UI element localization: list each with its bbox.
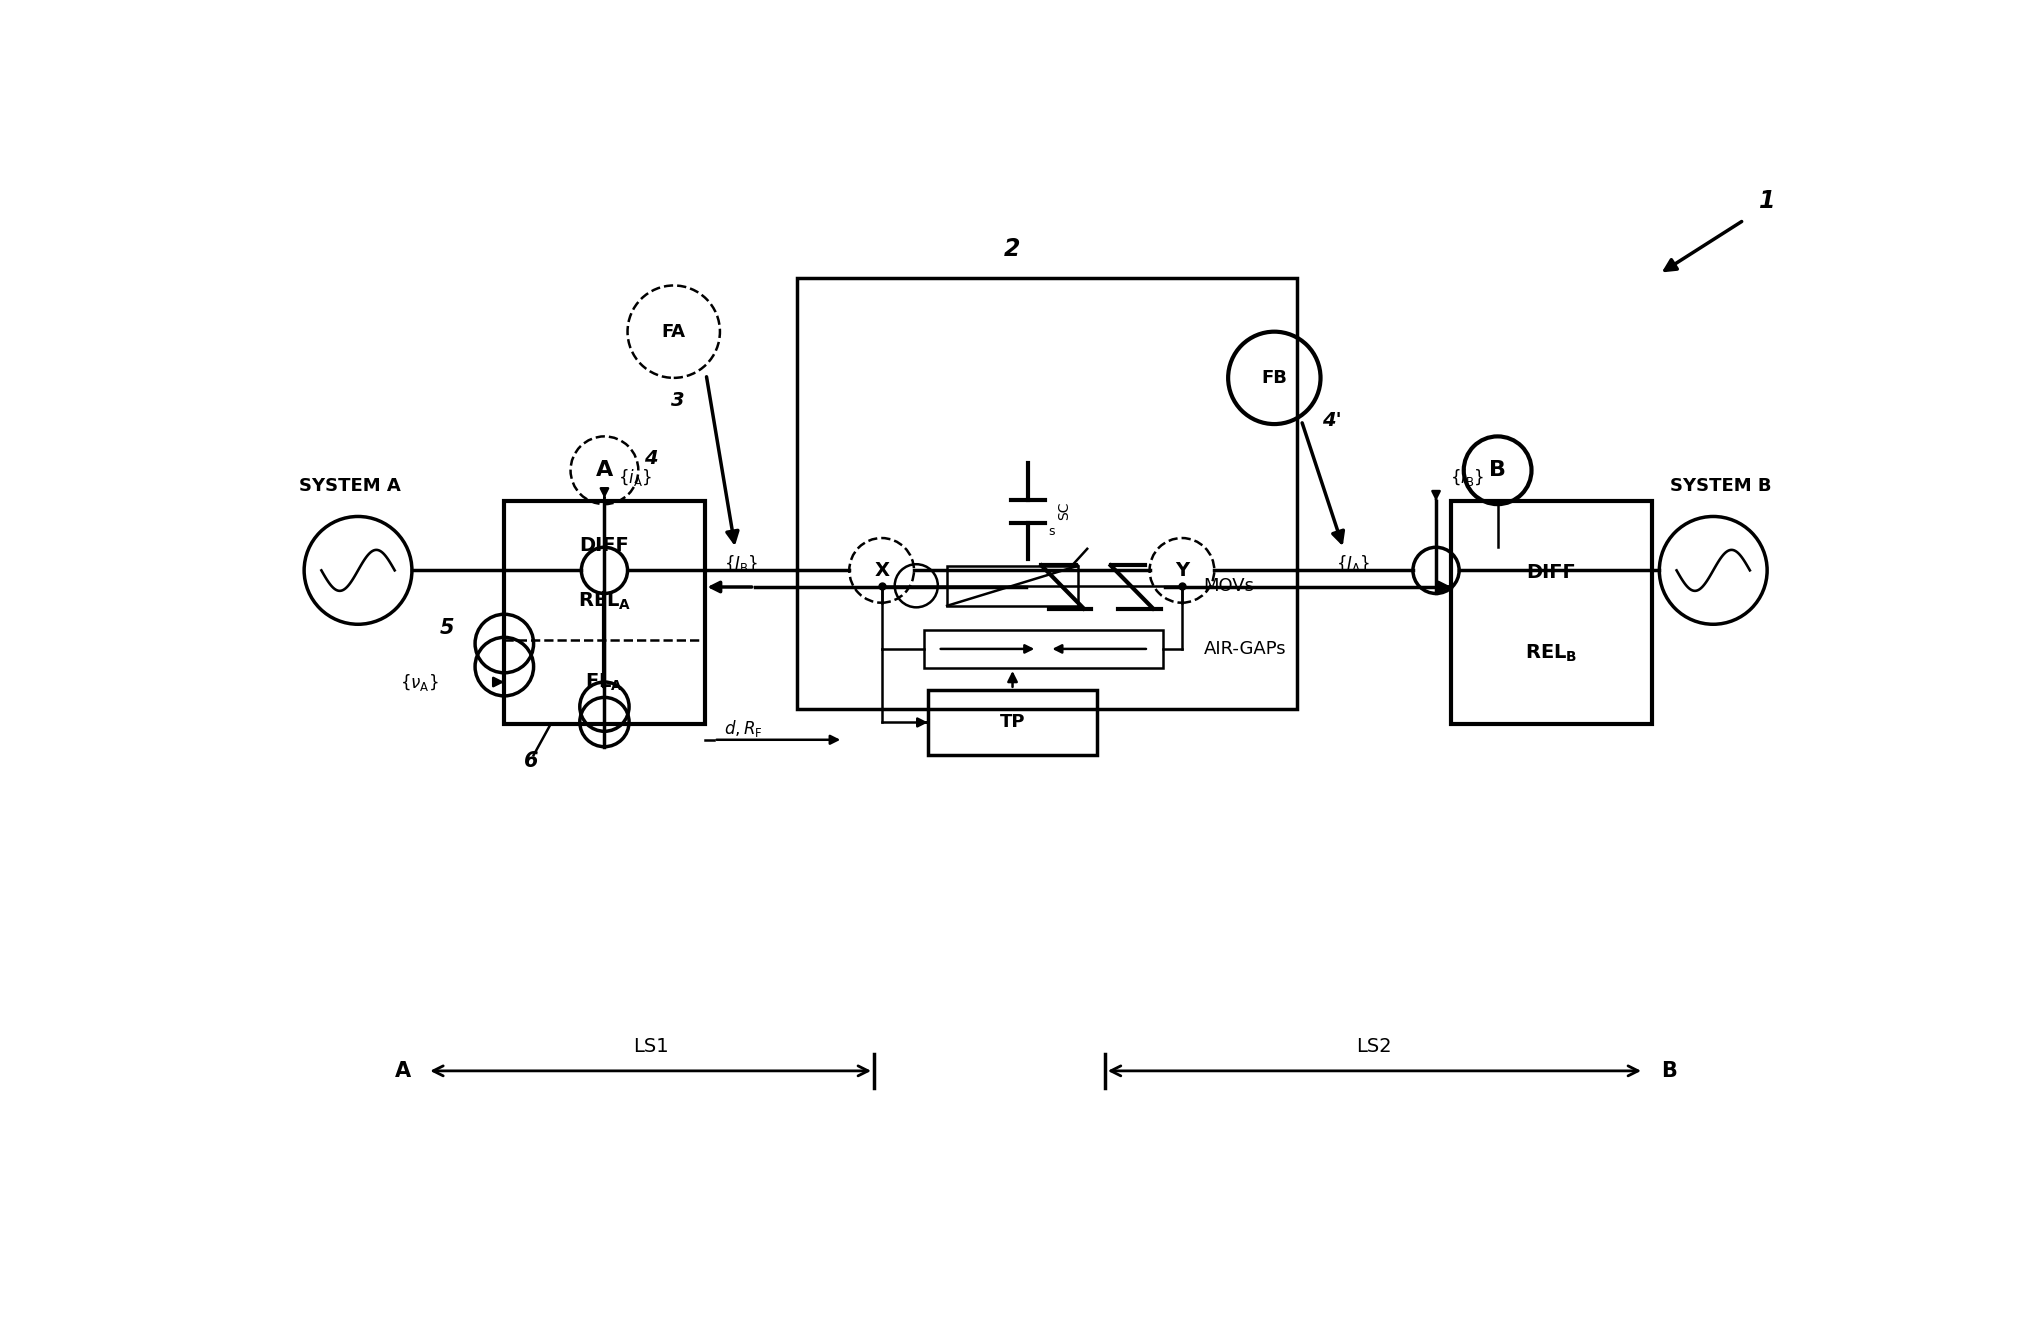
Text: FB: FB <box>1262 369 1287 387</box>
Bar <box>1450 501 1651 724</box>
Text: TP: TP <box>999 713 1026 732</box>
Text: A: A <box>597 460 613 480</box>
Text: A: A <box>394 1061 411 1081</box>
Text: $\{I_\mathrm{A}\}$: $\{I_\mathrm{A}\}$ <box>1335 553 1370 575</box>
Text: DIFF: DIFF <box>1527 563 1576 583</box>
Text: 4': 4' <box>1323 411 1341 429</box>
Text: $\{i_\mathrm{B}\}$: $\{i_\mathrm{B}\}$ <box>1450 468 1485 488</box>
Text: SC: SC <box>1058 501 1072 520</box>
Text: LS2: LS2 <box>1357 1037 1392 1056</box>
Text: MOVs: MOVs <box>1204 577 1254 595</box>
Text: 4: 4 <box>643 449 657 468</box>
Text: SYSTEM B: SYSTEM B <box>1671 477 1772 495</box>
Text: FL$_\mathbf{A}$: FL$_\mathbf{A}$ <box>585 672 623 693</box>
Bar <box>925 629 1163 668</box>
Text: B: B <box>1489 460 1507 480</box>
Text: $\{\nu_\mathrm{A}\}$: $\{\nu_\mathrm{A}\}$ <box>401 672 439 693</box>
Text: REL$_\mathbf{B}$: REL$_\mathbf{B}$ <box>1525 643 1578 664</box>
Bar <box>929 689 1096 756</box>
Text: 1: 1 <box>1758 189 1776 213</box>
Text: 3: 3 <box>672 392 684 411</box>
Bar <box>797 277 1297 709</box>
Text: REL$_\mathbf{A}$: REL$_\mathbf{A}$ <box>579 591 631 612</box>
Text: s: s <box>1048 525 1054 539</box>
Text: FA: FA <box>662 323 686 341</box>
Text: $\{I_\mathrm{B}\}$: $\{I_\mathrm{B}\}$ <box>724 553 759 575</box>
Text: $d, R_\mathrm{F}$: $d, R_\mathrm{F}$ <box>724 717 763 738</box>
Text: LS1: LS1 <box>633 1037 668 1056</box>
Text: B: B <box>1661 1061 1677 1081</box>
Text: $\{i_\mathrm{A}\}$: $\{i_\mathrm{A}\}$ <box>619 468 653 488</box>
Text: 2: 2 <box>1003 236 1022 260</box>
Bar <box>947 565 1078 605</box>
Bar <box>504 501 704 724</box>
Text: Y: Y <box>1175 561 1190 580</box>
Text: AIR-GAPs: AIR-GAPs <box>1204 640 1287 659</box>
Text: DIFF: DIFF <box>579 536 629 555</box>
Text: SYSTEM A: SYSTEM A <box>299 477 401 495</box>
Text: X: X <box>874 561 890 580</box>
Text: 5: 5 <box>439 619 453 639</box>
Text: 6: 6 <box>524 752 538 772</box>
